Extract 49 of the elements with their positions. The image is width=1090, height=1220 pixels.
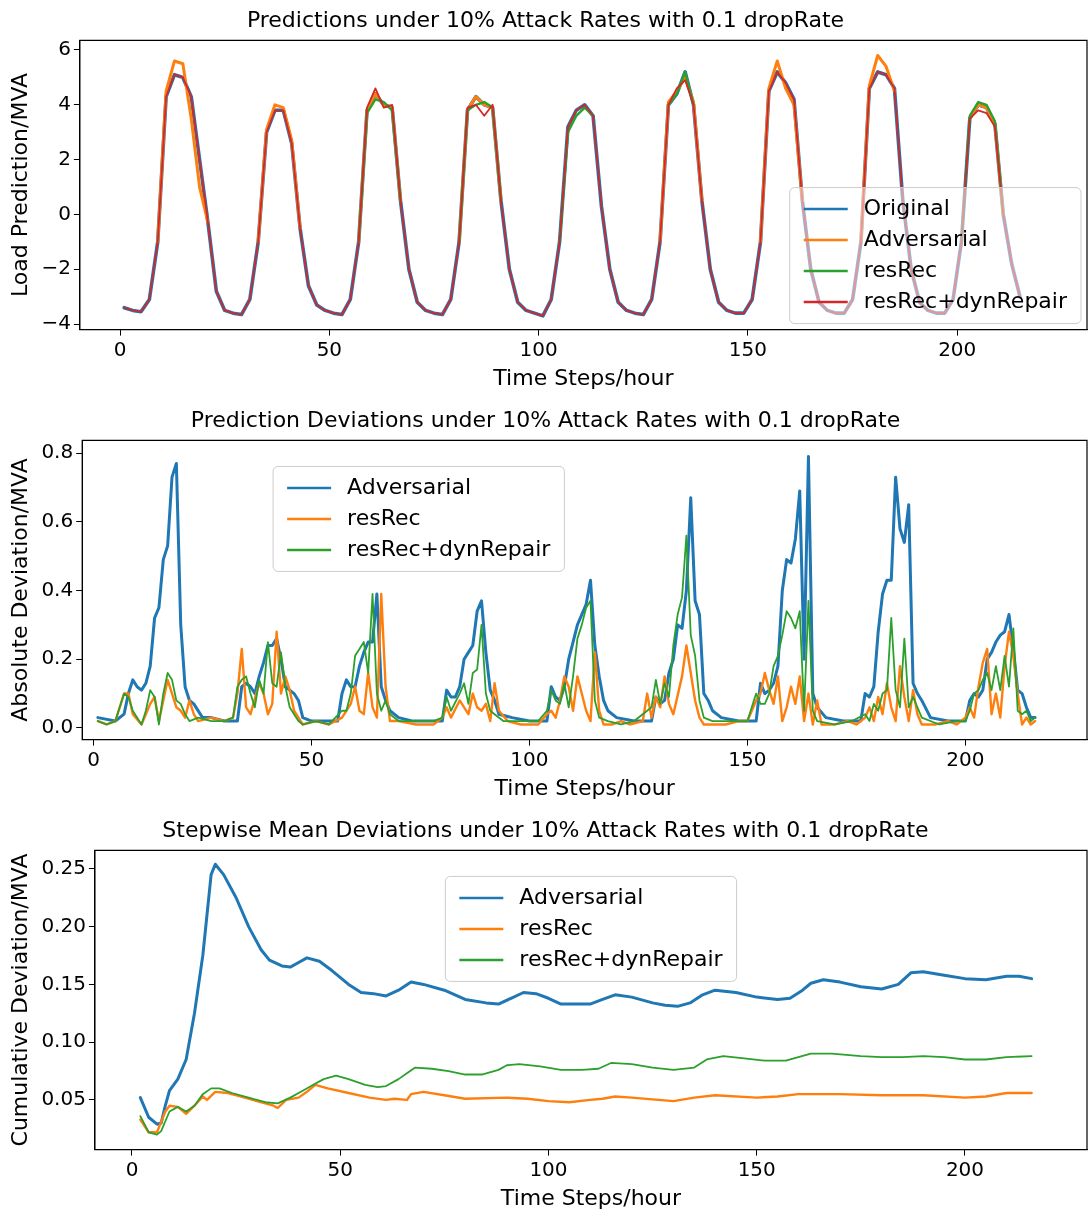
y-tick-label: 2	[58, 145, 71, 170]
x-tick-label: 100	[529, 1156, 568, 1181]
y-tick-label: 6	[58, 36, 71, 61]
y-tick-label: 0.6	[41, 508, 74, 533]
legend-label: Adversarial	[863, 225, 988, 251]
y-tick-label: 0.0	[41, 714, 74, 739]
x-tick-label: 100	[510, 746, 549, 771]
chart-title: Stepwise Mean Deviations under 10% Attack Rates with 0.1 dropRate	[162, 816, 929, 842]
x-tick-label: 50	[316, 336, 343, 361]
y-tick-label: 4	[58, 91, 71, 116]
x-tick-label: 50	[298, 746, 325, 771]
x-axis-title: Time Steps/hour	[492, 364, 675, 390]
legend-label: Original	[863, 194, 950, 220]
y-tick-label: 0.8	[41, 439, 74, 464]
legend-label: resRec+dynRepair	[519, 945, 724, 971]
x-axis-title: Time Steps/hour	[493, 774, 676, 800]
chart-title: Prediction Deviations under 10% Attack Rates with 0.1 dropRate	[190, 406, 901, 432]
legend-label: Adversarial	[347, 473, 472, 499]
y-tick-label: 0.10	[41, 1028, 86, 1053]
x-axis-title: Time Steps/hour	[499, 1184, 683, 1210]
y-tick-label: 0.15	[41, 970, 86, 995]
x-tick-label: 0	[113, 336, 127, 361]
x-tick-label: 150	[737, 1156, 776, 1181]
y-tick-label: 0.2	[41, 645, 74, 670]
legend-label: Adversarial	[519, 883, 644, 909]
chart-title: Predictions under 10% Attack Rates with 0.1 dropRate	[246, 6, 845, 32]
legend-label: resRec+dynRepair	[347, 535, 552, 561]
x-tick-label: 150	[728, 336, 768, 361]
y-tick-label: 0.05	[41, 1086, 86, 1111]
x-tick-label: 100	[519, 336, 558, 361]
legend-label: resRec+dynRepair	[863, 287, 1068, 313]
x-tick-label: 200	[945, 1156, 985, 1181]
y-axis-title: Absolute Deviation/MVA	[6, 458, 32, 722]
x-tick-label: 0	[125, 1156, 139, 1181]
y-axis-title: Load Prediction/MVA	[6, 72, 32, 298]
y-tick-label: −4	[41, 310, 71, 335]
x-tick-label: 150	[728, 746, 767, 771]
y-tick-label: 0.4	[41, 576, 74, 601]
x-tick-label: 200	[938, 336, 977, 361]
x-tick-label: 200	[946, 746, 985, 771]
legend-label: resRec	[347, 504, 421, 530]
y-tick-label: 0.25	[41, 855, 86, 880]
legend-label: resRec	[519, 914, 593, 940]
legend-label: resRec	[863, 256, 938, 282]
y-tick-label: 0.20	[41, 912, 86, 937]
y-tick-label: −2	[41, 255, 71, 280]
y-tick-label: 0	[58, 200, 71, 225]
x-tick-label: 50	[327, 1156, 353, 1181]
y-axis-title: Cumulative Deviation/MVA	[6, 853, 32, 1147]
